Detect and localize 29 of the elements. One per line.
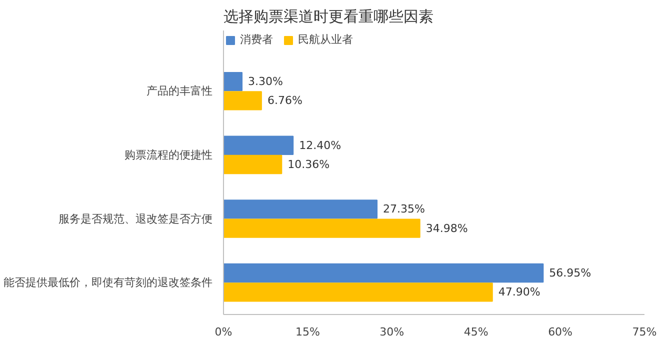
y-tick-label: 产品的丰富性 bbox=[146, 84, 212, 98]
legend-label: 消费者 bbox=[240, 32, 273, 47]
x-tick-label: 0% bbox=[214, 326, 232, 338]
x-tick-label: 45% bbox=[464, 326, 488, 338]
bar bbox=[224, 154, 282, 174]
data-label: 27.35% bbox=[383, 202, 425, 216]
legend-label: 民航从业者 bbox=[298, 32, 353, 47]
bar bbox=[224, 72, 243, 92]
data-label: 47.90% bbox=[498, 286, 540, 299]
data-label: 34.98% bbox=[426, 222, 468, 235]
data-label: 10.36% bbox=[288, 158, 330, 172]
x-tick-label: 30% bbox=[380, 326, 404, 338]
bar bbox=[224, 136, 294, 155]
bar bbox=[224, 282, 493, 302]
y-tick-label: 服务是否规范、退改签是否方便 bbox=[58, 212, 212, 226]
bar bbox=[224, 218, 420, 238]
data-label: 12.40% bbox=[299, 138, 342, 152]
bar bbox=[224, 200, 378, 219]
bar bbox=[224, 263, 544, 283]
data-label: 56.95% bbox=[549, 266, 592, 280]
y-tick-label: 购票流程的便捷性 bbox=[124, 148, 212, 162]
data-label: 3.30% bbox=[248, 75, 283, 88]
y-tick-label: 能否提供最低价，即使有苛刻的退改签条件 bbox=[4, 276, 212, 290]
x-tick-label: 75% bbox=[632, 326, 657, 338]
data-label: 6.76% bbox=[267, 94, 302, 108]
x-tick-label: 15% bbox=[295, 326, 320, 338]
chart-title: 选择购票渠道时更看重哪些因素 bbox=[224, 8, 434, 26]
x-tick-label: 60% bbox=[548, 326, 573, 338]
bar bbox=[224, 91, 262, 110]
